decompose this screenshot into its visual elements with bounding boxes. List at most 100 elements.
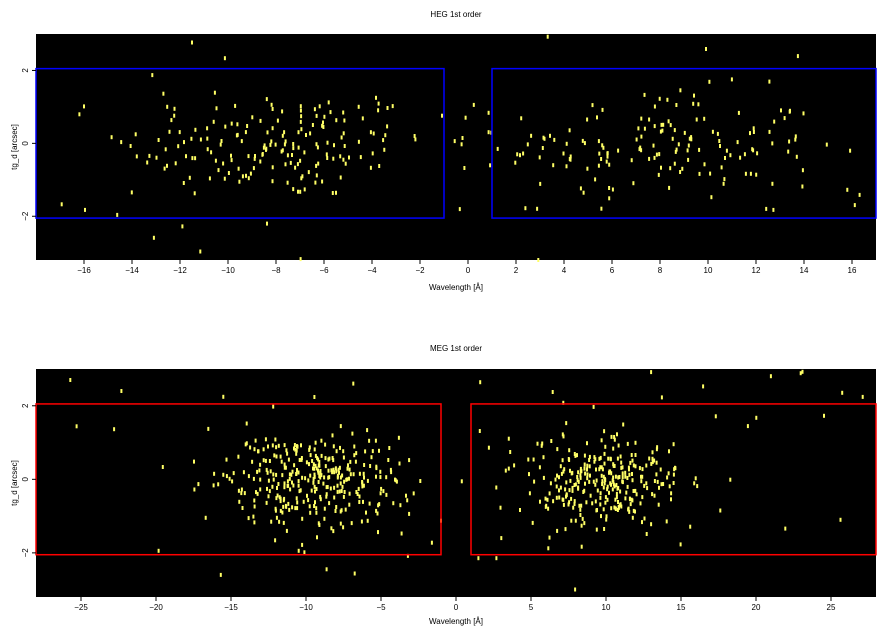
y-tick-label: 0: [21, 141, 30, 146]
event-point: [617, 443, 620, 448]
event-point: [295, 451, 298, 456]
event-point: [323, 114, 326, 119]
event-point: [583, 521, 586, 526]
event-point: [313, 474, 316, 479]
event-point: [610, 434, 613, 439]
event-point: [608, 490, 610, 495]
event-point: [600, 438, 603, 443]
event-point: [361, 480, 364, 484]
event-point: [280, 459, 283, 464]
event-point: [320, 473, 323, 478]
event-point: [659, 467, 662, 472]
event-point: [313, 466, 316, 471]
event-point: [569, 154, 572, 159]
event-point: [348, 476, 350, 481]
event-point: [565, 494, 567, 499]
event-point: [562, 502, 565, 507]
event-point: [718, 139, 721, 143]
event-point: [564, 487, 567, 492]
event-point: [693, 93, 695, 98]
event-point: [589, 493, 592, 498]
event-point: [222, 394, 225, 399]
event-point: [561, 497, 564, 502]
event-point: [398, 461, 401, 466]
event-point: [600, 465, 603, 470]
event-point: [702, 384, 705, 389]
event-point: [327, 468, 330, 473]
event-point: [222, 472, 225, 477]
event-point: [559, 464, 562, 469]
event-point: [245, 441, 248, 446]
x-tick-label: 10: [602, 603, 611, 612]
x-tick-label: −15: [224, 603, 238, 612]
event-point: [657, 172, 660, 177]
event-point: [536, 206, 539, 211]
event-point: [249, 445, 252, 450]
event-point: [204, 515, 207, 520]
event-point: [586, 472, 589, 477]
event-point: [300, 456, 303, 460]
x-tick-label: −6: [319, 266, 329, 275]
event-point: [602, 145, 605, 150]
event-point: [284, 139, 287, 144]
event-point: [539, 499, 541, 504]
event-point: [287, 457, 290, 462]
event-point: [509, 450, 512, 454]
event-point: [574, 518, 577, 523]
event-point: [254, 154, 256, 158]
event-point: [342, 455, 345, 460]
event-point: [655, 472, 658, 477]
event-point: [314, 463, 317, 468]
y-tick-label: −2: [21, 548, 30, 558]
event-point: [669, 166, 672, 171]
event-point: [324, 442, 327, 447]
event-point: [631, 472, 633, 476]
event-point: [251, 459, 254, 464]
event-point: [230, 153, 232, 158]
event-point: [343, 479, 346, 484]
event-point: [333, 495, 336, 500]
event-point: [673, 161, 676, 166]
event-point: [177, 144, 180, 149]
event-point: [212, 483, 215, 488]
event-point: [599, 455, 602, 460]
event-point: [348, 467, 351, 472]
event-point: [339, 475, 342, 480]
event-point: [377, 530, 379, 535]
event-point: [342, 494, 345, 499]
event-point: [622, 422, 625, 427]
event-point: [586, 166, 589, 171]
event-point: [524, 206, 527, 211]
event-point: [487, 110, 490, 115]
event-point: [710, 195, 713, 200]
event-point: [583, 466, 586, 471]
event-point: [264, 458, 267, 463]
event-point: [556, 447, 559, 452]
event-point: [257, 449, 260, 454]
event-point: [458, 207, 461, 212]
event-point: [668, 185, 671, 190]
event-point: [603, 429, 606, 434]
event-point: [148, 153, 151, 158]
event-point: [273, 453, 276, 458]
event-point: [500, 536, 503, 541]
event-point: [259, 159, 262, 164]
event-point: [271, 484, 274, 489]
event-point: [670, 497, 672, 502]
event-point: [542, 455, 545, 460]
event-point: [562, 151, 565, 156]
event-point: [194, 127, 197, 132]
event-point: [322, 120, 324, 125]
event-point: [274, 506, 277, 511]
event-point: [309, 453, 312, 458]
event-point: [673, 467, 676, 472]
event-point: [240, 491, 243, 496]
event-point: [594, 457, 597, 462]
event-point: [681, 166, 684, 171]
event-point: [241, 174, 244, 179]
event-point: [247, 176, 250, 181]
event-point: [206, 147, 209, 152]
event-point: [166, 163, 168, 168]
event-point: [275, 496, 278, 501]
event-point: [290, 472, 293, 477]
